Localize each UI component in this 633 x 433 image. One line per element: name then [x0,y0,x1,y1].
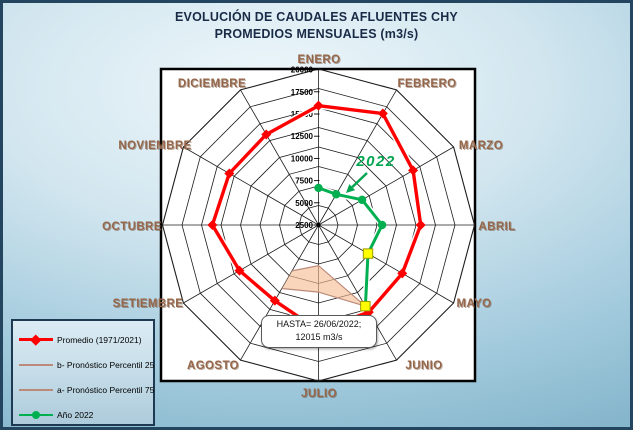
promedio-marker [377,108,388,119]
month-label-junio: JUNIO [405,360,442,372]
month-label-diciembre: DICIEMBRE [178,78,246,90]
radial-tick-label: 17500 [291,88,314,97]
promedio-marker [415,220,426,230]
legend-label: b- Pronóstico Percentil 25 [57,359,155,370]
month-label-octubre: OCTUBRE [102,221,162,233]
month-label-julio: JULIO [301,388,337,400]
promedio-marker [224,168,235,179]
month-label-noviembre: NOVIEMBRE [118,140,191,152]
month-label-mayo: MAYO [456,298,491,310]
grid-spoke [183,146,319,226]
promedio-marker [234,265,245,276]
year-annotation: 2022 [355,153,395,170]
ano2022-marker [357,195,367,205]
legend: Promedio (1971/2021) b- Pronóstico Percen… [11,319,155,426]
radial-tick-label: 2500 [295,221,313,230]
grid-spoke [240,224,319,361]
month-label-febrero: FEBRERO [397,78,456,90]
promedio-marker [408,165,419,176]
legend-label: a- Pronóstico Percentil 75 [57,384,155,395]
chart-title: EVOLUCIÓN DE CAUDALES AFLUENTES CHY PROM… [3,9,630,43]
month-label-setiembre: SETIEMBRE [113,298,184,310]
grid-spoke [318,146,454,226]
month-label-enero: ENERO [298,54,341,66]
radial-tick-label: 10000 [291,154,314,163]
promedio-marker [207,220,218,230]
grid-spoke [240,89,319,226]
radial-tick-label: 5000 [295,199,313,208]
month-label-agosto: AGOSTO [187,360,239,372]
legend-label: Año 2022 [57,409,94,420]
radial-tick-label: 20000 [291,66,314,75]
hasta-callout: HASTA= 26/06/2022; 12015 m3/s [261,315,377,348]
hasta-date: HASTA= 26/06/2022; [276,319,362,329]
legend-label: Promedio (1971/2021) [57,334,142,345]
ano2022-marker [314,183,323,193]
hasta-value: 12015 m3/s [295,332,343,342]
current-value-marker [360,300,371,312]
radial-tick-label: 7500 [295,177,313,186]
legend-item-3: Año 2022 [19,402,153,427]
radial-tick-label: 12500 [291,132,314,141]
grid-spoke [318,224,454,304]
legend-item-2: a- Pronóstico Percentil 75 [19,377,155,402]
promedio-marker [313,100,324,111]
current-value-marker [362,248,374,259]
ano2022-marker [332,190,341,199]
ano2022-marker [377,220,387,230]
forecast-band [281,265,366,307]
promedio-marker [397,268,408,279]
chart-title-line1: EVOLUCIÓN DE CAUDALES AFLUENTES CHY [175,10,458,24]
annotation-arrow-line [351,172,368,188]
annotation-arrow-head [346,184,356,193]
legend-item-1: b- Pronóstico Percentil 25 [19,352,155,377]
chart-title-line2: PROMEDIOS MENSUALES (m3/s) [214,27,419,41]
promedio-marker [269,295,280,306]
legend-swatch-red-diamond [19,335,53,344]
legend-swatch-thin-line [19,360,53,369]
legend-swatch-green-circle [19,410,53,419]
percentil75-line [281,287,366,307]
grid-spoke [183,224,319,304]
grid-spoke [318,224,397,361]
month-label-abril: ABRIL [478,221,515,233]
legend-swatch-thin-line [19,385,53,394]
month-label-marzo: MARZO [459,140,503,152]
promedio-marker [261,129,272,140]
percentil25-line [291,264,366,307]
legend-item-0: Promedio (1971/2021) [19,327,153,352]
